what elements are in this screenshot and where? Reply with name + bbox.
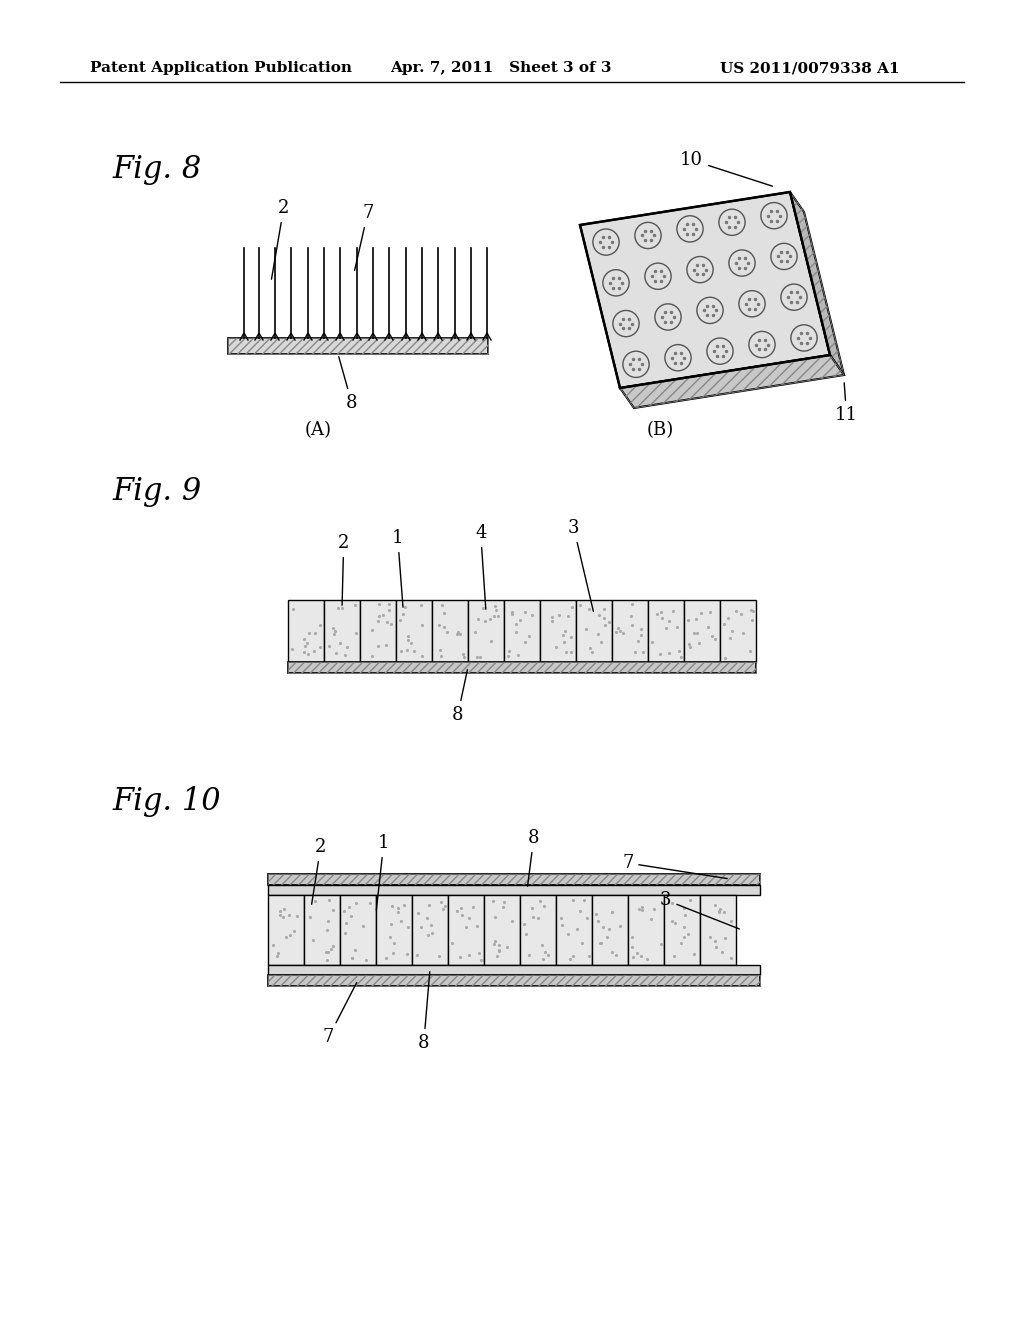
Bar xyxy=(304,895,340,965)
Text: 11: 11 xyxy=(835,383,858,424)
Text: Apr. 7, 2011   Sheet 3 of 3: Apr. 7, 2011 Sheet 3 of 3 xyxy=(390,61,611,75)
Text: Fig. 10: Fig. 10 xyxy=(112,785,220,817)
Text: US 2011/0079338 A1: US 2011/0079338 A1 xyxy=(720,61,900,75)
Bar xyxy=(540,601,575,663)
Bar xyxy=(268,975,760,986)
Text: 7: 7 xyxy=(323,982,356,1045)
Bar xyxy=(268,975,760,986)
Bar xyxy=(268,895,304,965)
Text: (B): (B) xyxy=(646,421,674,440)
Text: 2: 2 xyxy=(311,838,327,904)
Text: 1: 1 xyxy=(376,834,389,911)
Bar xyxy=(720,601,756,663)
Text: 8: 8 xyxy=(527,829,540,886)
Bar xyxy=(664,895,700,965)
Text: 3: 3 xyxy=(660,891,739,929)
Bar xyxy=(628,895,664,965)
Text: 1: 1 xyxy=(392,529,403,607)
Text: 8: 8 xyxy=(452,669,467,723)
Text: 3: 3 xyxy=(568,519,593,611)
Bar xyxy=(376,895,412,965)
Polygon shape xyxy=(580,191,830,388)
Bar xyxy=(484,895,520,965)
Text: Patent Application Publication: Patent Application Publication xyxy=(90,61,352,75)
Bar xyxy=(288,663,756,673)
Bar xyxy=(228,338,488,354)
Polygon shape xyxy=(790,191,844,375)
Bar xyxy=(592,895,628,965)
Bar xyxy=(228,338,488,354)
Bar xyxy=(412,895,449,965)
Bar xyxy=(432,601,468,663)
Text: Fig. 8: Fig. 8 xyxy=(112,154,202,185)
Text: 7: 7 xyxy=(354,205,374,271)
Bar xyxy=(468,601,504,663)
Text: 7: 7 xyxy=(622,854,727,879)
Text: 8: 8 xyxy=(418,972,430,1052)
Text: (A): (A) xyxy=(304,421,332,440)
Bar xyxy=(449,895,484,965)
Bar xyxy=(556,895,592,965)
Text: 10: 10 xyxy=(680,150,772,186)
Bar xyxy=(612,601,648,663)
Bar xyxy=(268,884,760,895)
Bar xyxy=(340,895,376,965)
Bar xyxy=(396,601,432,663)
Bar xyxy=(288,601,324,663)
Text: Fig. 9: Fig. 9 xyxy=(112,477,202,507)
Bar xyxy=(648,601,684,663)
Polygon shape xyxy=(620,355,844,408)
Text: 8: 8 xyxy=(339,356,357,412)
Text: 4: 4 xyxy=(475,524,486,610)
Bar xyxy=(360,601,396,663)
Bar xyxy=(520,895,556,965)
Bar xyxy=(268,874,760,884)
Bar xyxy=(575,601,612,663)
Bar xyxy=(504,601,540,663)
Text: 2: 2 xyxy=(338,535,349,606)
Text: 2: 2 xyxy=(271,199,290,280)
Bar xyxy=(684,601,720,663)
Bar xyxy=(324,601,360,663)
Bar xyxy=(700,895,736,965)
Bar xyxy=(268,874,760,884)
Bar xyxy=(288,663,756,673)
Bar xyxy=(268,965,760,975)
